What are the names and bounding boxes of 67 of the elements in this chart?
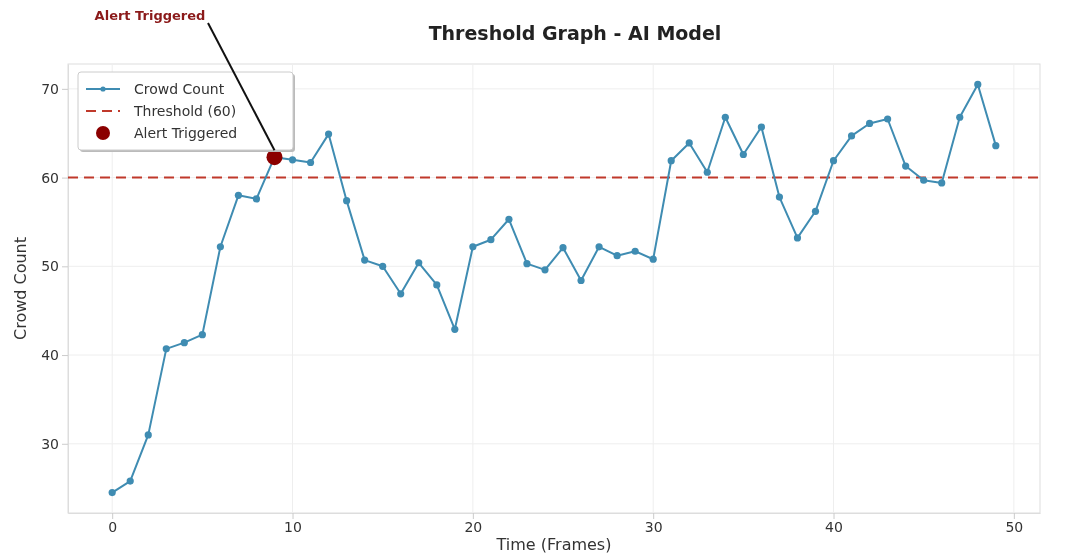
point [559, 244, 567, 252]
point [938, 179, 946, 187]
point [252, 195, 261, 203]
y-axis-title: Crowd Count [11, 236, 30, 341]
point [433, 281, 441, 289]
point [162, 345, 170, 353]
point [685, 139, 693, 147]
point [126, 477, 134, 485]
point [811, 207, 820, 215]
point [180, 339, 188, 347]
legend-label: Alert Triggered [134, 125, 238, 141]
point [487, 236, 495, 244]
x-tick-label: 0 [108, 518, 118, 535]
point [324, 130, 333, 138]
point [865, 119, 874, 128]
x-tick-label: 40 [825, 518, 843, 535]
point [956, 113, 964, 121]
y-tick-label: 30 [41, 435, 59, 452]
point [397, 290, 405, 298]
point [198, 331, 206, 339]
point [884, 115, 892, 123]
point [739, 150, 747, 159]
point [703, 168, 711, 176]
annotation: Alert Triggered [94, 8, 206, 23]
point [829, 157, 838, 165]
point [451, 325, 459, 333]
point [415, 259, 423, 267]
point [631, 247, 639, 255]
point [505, 215, 513, 223]
y-tick-label: 50 [41, 258, 59, 275]
y-tick-label: 60 [41, 169, 59, 186]
point [216, 243, 224, 251]
point [992, 142, 1000, 150]
y-tick-label: 40 [41, 347, 59, 364]
point [847, 132, 856, 140]
x-tick-label: 20 [464, 518, 483, 535]
point [649, 255, 657, 263]
point [144, 431, 152, 439]
legend-label: Crowd Count [134, 81, 225, 97]
point [667, 157, 675, 165]
point [595, 243, 603, 251]
point [523, 260, 531, 268]
y-tick-label: 70 [41, 80, 59, 97]
point [108, 488, 116, 497]
point [541, 266, 549, 274]
point [775, 193, 784, 201]
x-tick-label: 30 [644, 518, 663, 535]
point [361, 256, 369, 264]
point [577, 276, 585, 285]
point [920, 176, 928, 184]
chart-title: Threshold Graph - AI Model [428, 22, 722, 44]
x-tick-label: 10 [284, 518, 302, 535]
point [721, 113, 729, 121]
x-tick-label: 50 [1005, 518, 1024, 535]
point [379, 262, 387, 270]
point [306, 158, 315, 167]
point [234, 191, 243, 199]
point [288, 156, 297, 164]
point [902, 162, 910, 170]
point [974, 80, 982, 89]
point [793, 234, 802, 242]
point [757, 123, 765, 131]
point [613, 252, 621, 260]
point [343, 197, 351, 205]
point [469, 243, 477, 251]
legend-label: Threshold (60) [133, 103, 237, 119]
x-axis-title: Time (Frames) [495, 535, 612, 554]
